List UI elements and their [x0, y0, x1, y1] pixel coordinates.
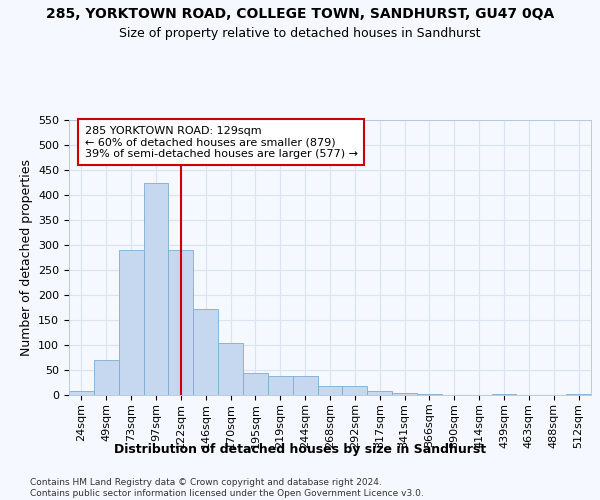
Bar: [143, 182, 169, 395]
Bar: [566, 394, 591, 395]
Bar: [417, 394, 442, 395]
Bar: [367, 391, 392, 395]
Text: Contains HM Land Registry data © Crown copyright and database right 2024.
Contai: Contains HM Land Registry data © Crown c…: [30, 478, 424, 498]
Text: 285 YORKTOWN ROAD: 129sqm
← 60% of detached houses are smaller (879)
39% of semi: 285 YORKTOWN ROAD: 129sqm ← 60% of detac…: [85, 126, 358, 158]
Bar: [94, 360, 119, 395]
Bar: [491, 394, 517, 395]
Text: 285, YORKTOWN ROAD, COLLEGE TOWN, SANDHURST, GU47 0QA: 285, YORKTOWN ROAD, COLLEGE TOWN, SANDHU…: [46, 8, 554, 22]
Bar: [317, 386, 343, 395]
Bar: [69, 391, 94, 395]
Bar: [392, 392, 417, 395]
Bar: [243, 372, 268, 395]
Bar: [169, 250, 193, 395]
Bar: [218, 342, 243, 395]
Bar: [343, 386, 367, 395]
Text: Distribution of detached houses by size in Sandhurst: Distribution of detached houses by size …: [114, 442, 486, 456]
Bar: [119, 250, 143, 395]
Bar: [293, 376, 317, 395]
Bar: [268, 376, 293, 395]
Y-axis label: Number of detached properties: Number of detached properties: [20, 159, 32, 356]
Text: Size of property relative to detached houses in Sandhurst: Size of property relative to detached ho…: [119, 28, 481, 40]
Bar: [193, 308, 218, 395]
